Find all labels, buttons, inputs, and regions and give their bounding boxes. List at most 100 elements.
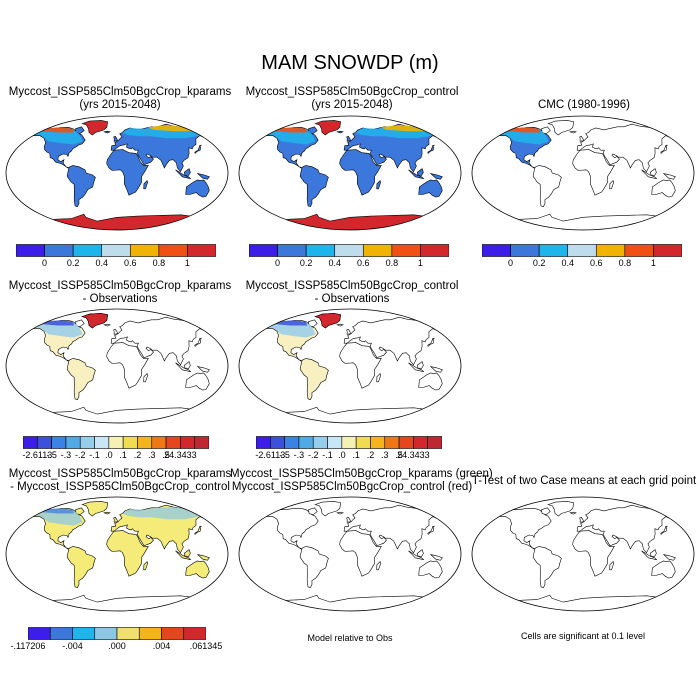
- map-panel-kparams-obs: [5, 308, 229, 424]
- landmass-uk: [113, 516, 118, 523]
- colorbar-tick-label: 1: [417, 258, 423, 268]
- colorbar-swatch: [138, 627, 162, 640]
- landmass-australia: [651, 560, 676, 579]
- colorbar-tick-label: .000: [108, 641, 126, 651]
- panel-title-line: CMC (1980-1996): [537, 99, 631, 111]
- colorbar-tick-label: .3: [381, 450, 389, 460]
- landmass-japan: [660, 525, 668, 535]
- panel-title-line: Myccost_ISSP585Clm50BgcCrop_kparams: [8, 468, 232, 480]
- landmass-greenland: [547, 120, 575, 136]
- landmass-africa: [106, 530, 149, 577]
- map-panel-control-obs: [238, 308, 462, 424]
- landmass-borneo: [416, 361, 424, 369]
- colorbar-tick-label: 0.4: [328, 258, 341, 268]
- colorbar-swatch: [538, 244, 569, 257]
- panel-title-control-obs: Myccost_ISSP585Clm50BgcCrop_control - Ob…: [234, 280, 470, 306]
- colorbar-tick-label: -.3: [293, 450, 305, 460]
- colorbar-tick-label: 0.2: [66, 258, 80, 268]
- landmass-uk: [579, 135, 584, 142]
- colorbar-swatch: [312, 436, 328, 449]
- landmass-madagascar: [143, 373, 148, 383]
- landmass-greenland: [314, 501, 342, 517]
- colorbar-tick-label: 1: [650, 258, 656, 268]
- colorbar-swatch: [27, 627, 51, 640]
- map-outline: [5, 496, 229, 612]
- colorbar-swatch: [255, 436, 271, 449]
- landmass-africa: [572, 530, 615, 577]
- colorbar-tick-label: -.117206: [10, 641, 46, 651]
- panel-title-kparams-control: Myccost_ISSP585Clm50BgcCrop_kparams - My…: [0, 468, 240, 494]
- colorbar-tick-label: .5: [395, 450, 403, 460]
- landmass-samerica: [532, 165, 562, 207]
- landmass-eurasia: [576, 123, 679, 173]
- landmass-samerica: [299, 358, 329, 400]
- colorbar-swatches: [22, 436, 210, 449]
- landmass-madagascar: [376, 180, 381, 190]
- colorbar-swatch: [151, 436, 167, 449]
- colorbar-swatches: [481, 244, 683, 257]
- colorbar-tick-label: .2: [133, 450, 142, 460]
- colorbar-swatch: [427, 436, 443, 449]
- colorbar-tick-label: -2.6113: [22, 450, 53, 460]
- landmass-samerica: [299, 165, 329, 207]
- landmass-japan: [194, 144, 202, 154]
- landmass-baffin: [541, 507, 551, 516]
- panel-title-control: Myccost_ISSP585Clm50BgcCrop_control (yrs…: [234, 86, 470, 112]
- colorbar-tick-label: 0.6: [590, 258, 603, 268]
- colorbar-tick-label: -.5: [46, 450, 57, 460]
- colorbar-tick-label: 24.3433: [397, 450, 430, 460]
- colorbar-swatch: [49, 627, 73, 640]
- colorbar-tick-label: 0: [42, 258, 48, 268]
- colorbar-tick-label: .004: [152, 641, 171, 651]
- map-outline: [5, 308, 229, 424]
- panel-title-green-red: Myccost_ISSP585Clm50BgcCrop_kparams (gre…: [230, 468, 493, 494]
- landmass-eurasia: [110, 316, 213, 366]
- landmass-indonesia: [175, 169, 191, 179]
- landmass-antarctica: [490, 594, 677, 611]
- colorbar-tick-label: .2: [366, 450, 375, 460]
- colorbar-diff-2: -2.6113 -.5 -.3 -.2 -.1 .0 .1 .2 .3 .5 24.3433: [255, 436, 443, 462]
- colorbar-tick-label: 0.2: [299, 258, 313, 268]
- colorbar-swatch: [51, 436, 67, 449]
- colorbar-swatch: [94, 436, 110, 449]
- colorbar-tick-label: 0.2: [532, 258, 546, 268]
- panel-title-line: Myccost_ISSP585Clm50BgcCrop_kparams: [8, 280, 232, 292]
- landmass-eurasia: [343, 504, 446, 554]
- colorbar-swatch: [94, 627, 118, 640]
- landmass-iceland: [103, 511, 111, 515]
- map-panel-green-red: [238, 496, 462, 612]
- landmass-africa: [339, 149, 382, 196]
- landmass-africa: [106, 149, 149, 196]
- landmass-iceland: [336, 511, 344, 515]
- colorbar-tick-label: 0.8: [618, 258, 632, 268]
- landmass-iceland: [336, 130, 344, 134]
- landmass-japan: [194, 337, 202, 347]
- landmass-newguinea: [662, 173, 676, 180]
- landmass-borneo: [183, 549, 191, 557]
- colorbar-swatch: [284, 436, 300, 449]
- map-panel-ttest: [471, 496, 695, 612]
- colorbar-swatches: [27, 627, 207, 640]
- landmass-australia: [185, 372, 210, 391]
- colorbar-swatch: [391, 244, 421, 257]
- landmass-madagascar: [609, 180, 614, 190]
- landmass-madagascar: [609, 561, 614, 571]
- landmass-newguinea: [429, 554, 443, 561]
- landmass-indonesia: [408, 550, 424, 560]
- landmass-uk: [346, 135, 351, 142]
- landmass-borneo: [649, 549, 657, 557]
- landmass-australia: [185, 560, 210, 579]
- panel-title-cmc: CMC (1980-1996): [466, 99, 700, 112]
- colorbar-swatch: [194, 436, 210, 449]
- landmass-iceland: [569, 511, 577, 515]
- landmass-uk: [113, 328, 118, 335]
- colorbar-swatch: [37, 436, 52, 449]
- landmass-greenland: [314, 120, 342, 136]
- map-outline: [471, 496, 695, 612]
- landmass-indonesia: [175, 550, 191, 560]
- landmass-indonesia: [408, 362, 424, 372]
- colorbar-tick-label: 0: [275, 258, 281, 268]
- colorbar-tick-label: .1: [352, 450, 360, 460]
- note-significance: Cells are significant at 0.1 level: [520, 631, 646, 641]
- panel-title-line: Myccost_ISSP585Clm50BgcCrop_kparams: [8, 86, 232, 98]
